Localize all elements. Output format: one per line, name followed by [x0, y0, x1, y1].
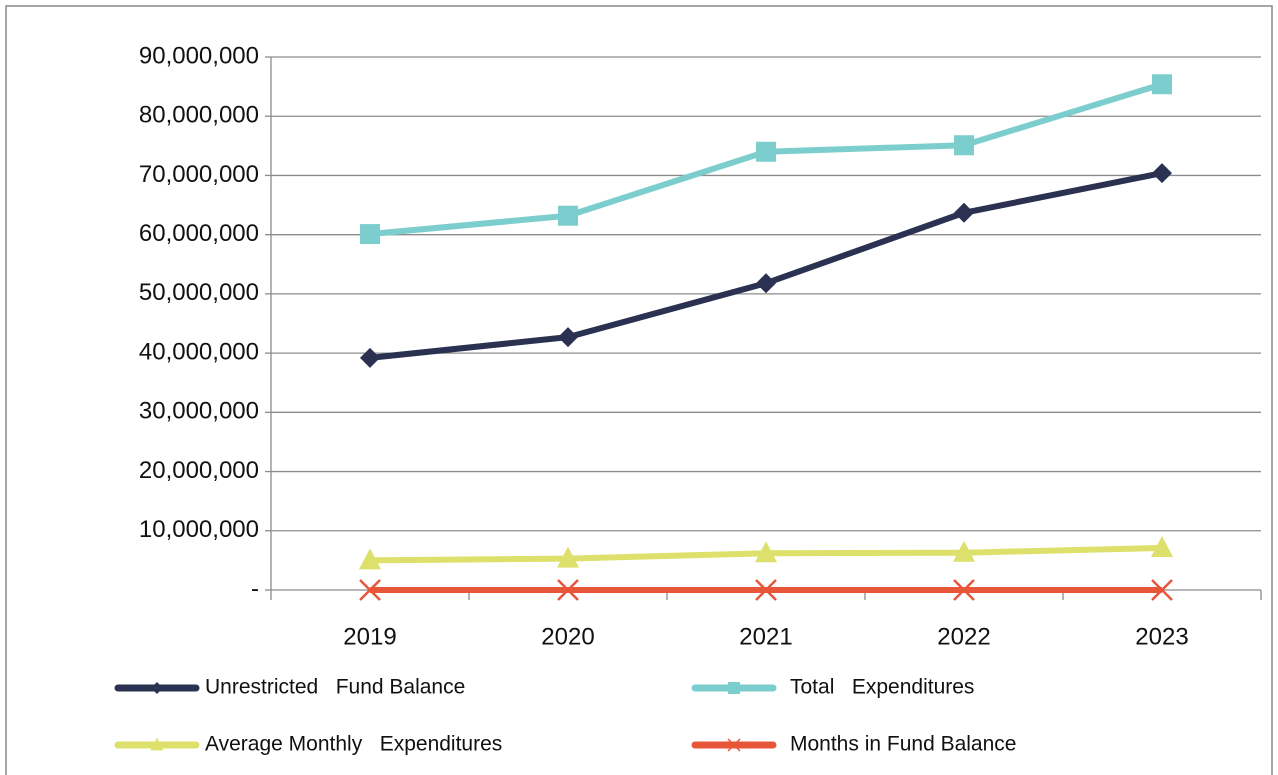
marker — [755, 541, 777, 563]
marker — [728, 682, 740, 694]
marker — [360, 347, 380, 368]
y-tick-label: 80,000,000 — [139, 102, 259, 129]
y-tick-label: 70,000,000 — [139, 161, 259, 188]
y-tick-label: 20,000,000 — [139, 457, 259, 484]
marker — [359, 579, 381, 601]
legend-marker — [727, 738, 741, 752]
legend-marker — [151, 682, 163, 694]
x-tick-label: 2020 — [541, 623, 594, 650]
x-tick-label: 2023 — [1135, 623, 1188, 650]
marker — [557, 546, 579, 568]
legend-label: Unrestricted Fund Balance — [205, 676, 465, 699]
y-tick-label: - — [251, 575, 259, 602]
legend-marker — [728, 682, 740, 694]
marker — [360, 224, 380, 245]
marker — [151, 682, 163, 694]
marker — [727, 738, 741, 752]
legend-label: Months in Fund Balance — [790, 733, 1016, 756]
legend-marker — [150, 737, 164, 751]
marker — [953, 540, 975, 562]
marker — [558, 205, 578, 226]
legend-label: Total Expenditures — [790, 676, 974, 699]
x-tick-label: 2021 — [739, 623, 792, 650]
marker — [953, 579, 975, 601]
marker — [1152, 74, 1172, 95]
marker — [1151, 535, 1173, 557]
marker — [150, 737, 164, 751]
y-tick-label: 10,000,000 — [139, 516, 259, 543]
x-tick-label: 2022 — [937, 623, 990, 650]
y-tick-label: 40,000,000 — [139, 338, 259, 365]
legend-label: Average Monthly Expenditures — [205, 733, 502, 756]
y-tick-label: 50,000,000 — [139, 279, 259, 306]
marker — [756, 141, 776, 162]
marker — [954, 202, 974, 223]
marker — [954, 135, 974, 156]
marker — [359, 548, 381, 570]
y-tick-label: 30,000,000 — [139, 398, 259, 425]
marker — [756, 273, 776, 294]
chart-border — [5, 5, 1273, 775]
marker — [557, 579, 579, 601]
x-tick-label: 2019 — [343, 623, 396, 650]
marker — [755, 579, 777, 601]
marker — [1152, 163, 1172, 184]
y-tick-label: 90,000,000 — [139, 42, 259, 69]
marker — [558, 327, 578, 348]
marker — [1151, 579, 1173, 601]
y-tick-label: 60,000,000 — [139, 220, 259, 247]
